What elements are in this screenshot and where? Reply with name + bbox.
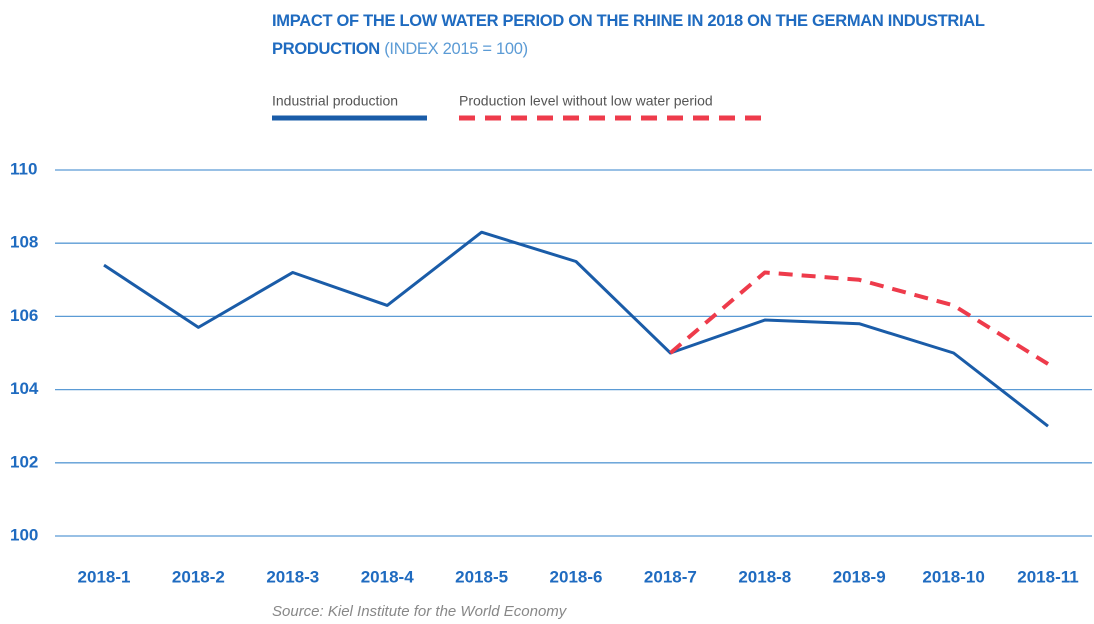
y-tick-label: 104 — [10, 379, 39, 398]
y-tick-label: 102 — [10, 452, 38, 471]
x-tick-label: 2018-6 — [550, 567, 603, 586]
y-tick-label: 106 — [10, 306, 38, 325]
x-tick-label: 2018-2 — [172, 567, 225, 586]
title-text: IMPACT OF THE LOW WATER PERIOD ON THE RH… — [272, 12, 985, 58]
x-tick-label: 2018-3 — [266, 567, 319, 586]
legend-label: Production level without low water perio… — [459, 93, 713, 109]
x-tick-label: 2018-8 — [738, 567, 791, 586]
legend-label: Industrial production — [272, 93, 398, 109]
x-tick-label: 2018-7 — [644, 567, 697, 586]
x-tick-label: 2018-11 — [1017, 567, 1078, 586]
subtitle: (INDEX 2015 = 100) — [384, 40, 528, 58]
x-tick-label: 2018-5 — [455, 567, 508, 586]
y-tick-label: 110 — [10, 159, 37, 178]
y-tick-label: 100 — [10, 525, 38, 544]
x-tick-label: 2018-1 — [78, 567, 131, 586]
series-line — [669, 270, 1050, 366]
series-line — [103, 230, 1049, 428]
x-tick-label: 2018-9 — [833, 567, 886, 586]
x-tick-label: 2018-10 — [922, 567, 984, 586]
source: Source: Kiel Institute for the World Eco… — [272, 603, 568, 620]
chart-title: IMPACT OF THE LOW WATER PERIOD ON THE RH… — [272, 7, 1002, 63]
x-tick-label: 2018-4 — [361, 567, 414, 586]
y-tick-label: 108 — [10, 233, 38, 252]
